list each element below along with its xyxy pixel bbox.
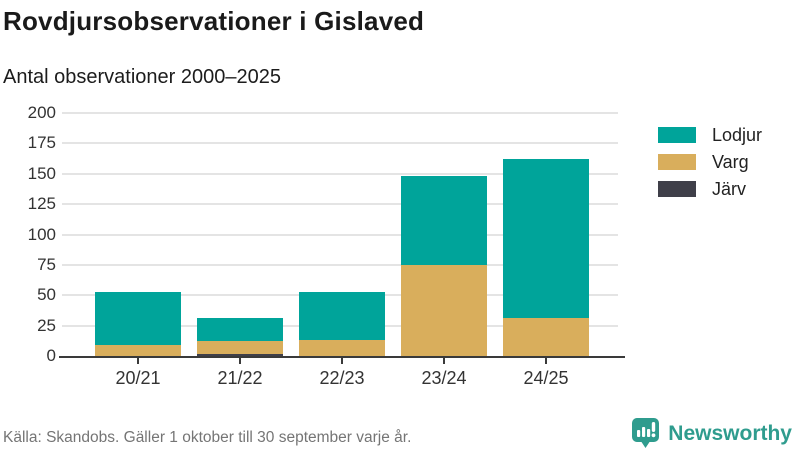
x-axis-tick [137,358,139,364]
brand-name: Newsworthy [668,421,792,445]
bar-segment-varg-23/24 [401,264,487,356]
x-tick-label: 21/22 [217,368,263,388]
y-tick-label: 175 [27,133,56,153]
y-tick-label: 50 [37,285,56,305]
bar-segment-varg-22/23 [299,340,385,356]
x-tick-label: 22/23 [319,368,365,388]
x-tick-label: 20/21 [115,368,161,388]
legend-item-varg: Varg [658,151,762,172]
legend-swatch-lodjur [658,127,696,143]
y-tick-label: 100 [27,224,56,244]
gridline-125 [62,203,618,206]
legend-item-järv: Järv [658,178,762,199]
chart-subtitle: Antal observationer 2000–2025 [3,66,281,88]
x-axis-tick [239,358,241,364]
bar-segment-lodjur-24/25 [503,159,589,319]
gridline-200 [62,112,618,114]
x-tick-label: 23/24 [421,368,467,388]
y-tick-label: 25 [37,315,56,335]
y-tick-label: 0 [46,346,56,365]
source-note: Källa: Skandobs. Gäller 1 oktober till 3… [3,429,412,446]
x-axis-line [59,356,625,358]
chart-title: Rovdjursobservationer i Gislaved [3,6,425,36]
legend-swatch-järv [658,181,696,197]
bar-segment-lodjur-22/23 [299,291,385,341]
y-tick-label: 150 [27,163,56,183]
gridline-75 [62,263,618,266]
legend-item-lodjur: Lodjur [658,124,763,145]
bar-segment-lodjur-21/22 [197,318,283,342]
bar-segment-lodjur-20/21 [95,291,181,346]
bar-segment-lodjur-23/24 [401,176,487,265]
y-tick-label: 125 [27,194,56,214]
legend-label: Varg [712,151,749,172]
bar-segment-järv-21/22 [197,353,283,356]
gridline-175 [62,142,618,145]
gridline-100 [62,233,618,236]
legend: Lodjur Varg Järv [658,124,763,208]
legend-label: Järv [712,178,747,199]
legend-label: Lodjur [712,124,763,145]
x-axis-tick [341,358,343,364]
bar-segment-varg-21/22 [197,341,283,354]
x-axis-tick [443,358,445,364]
gridline-150 [62,172,618,175]
newsworthy-bubble-chart-icon [631,417,660,450]
bar-segment-varg-20/21 [95,345,181,356]
y-tick-label: 200 [27,103,56,122]
x-tick-label: 24/25 [523,368,569,388]
brand-logo: Newsworthy [631,417,792,450]
bar-segment-varg-24/25 [503,318,589,356]
y-tick-label: 75 [37,254,56,274]
x-axis-tick [545,358,547,364]
legend-swatch-varg [658,154,696,170]
